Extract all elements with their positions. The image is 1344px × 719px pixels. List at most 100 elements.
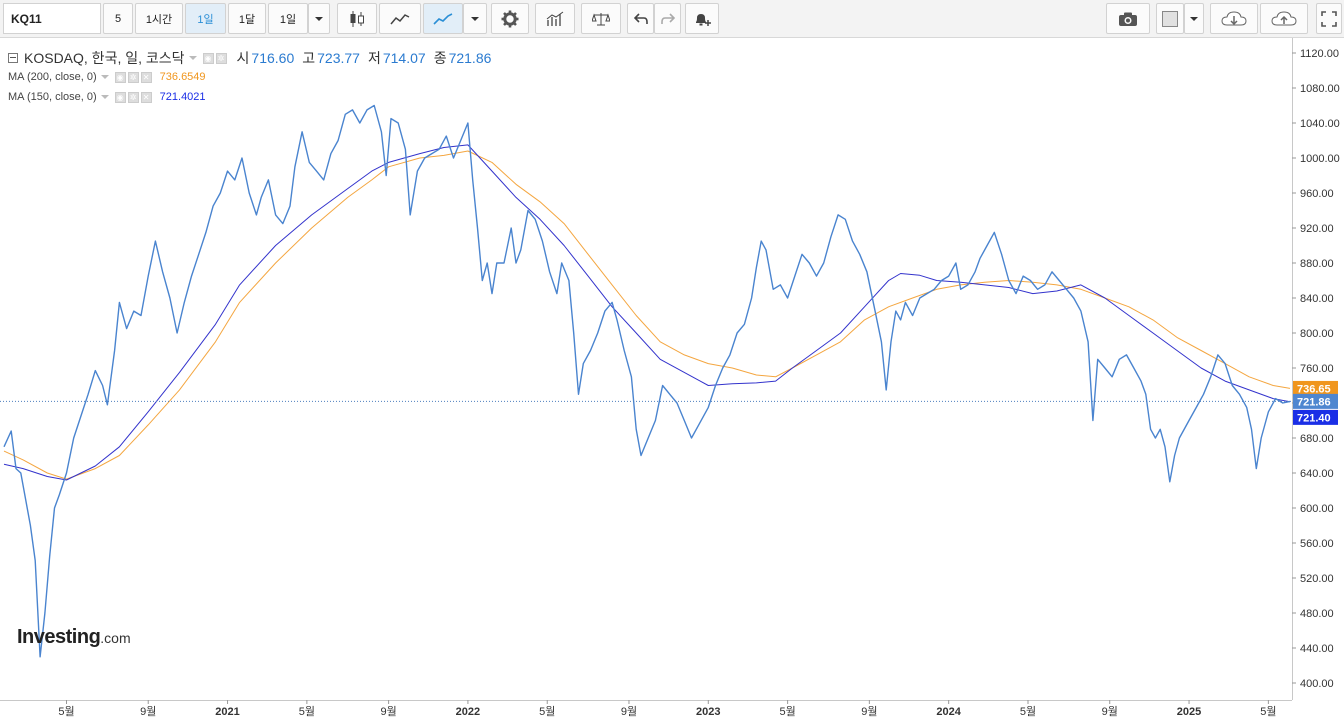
time-tick-label: 9월 [621, 705, 637, 718]
undo-button[interactable] [627, 3, 654, 34]
time-tick-label: 9월 [380, 705, 396, 718]
price-tag-label: 721.86 [1297, 396, 1331, 408]
ma150-label[interactable]: MA (150, close, 0) [8, 91, 97, 103]
scale-icon [592, 12, 610, 25]
price-tick-label: 440.00 [1300, 643, 1334, 655]
ma200-label[interactable]: MA (200, close, 0) [8, 71, 97, 83]
close-icon[interactable]: ✕ [140, 71, 152, 83]
time-tick-label: 9월 [861, 705, 877, 718]
price-tick-label: 680.00 [1300, 433, 1334, 445]
series-line-ma200[interactable] [3, 150, 1291, 480]
price-tick-label: 840.00 [1300, 293, 1334, 305]
settings-gear-icon[interactable]: ✲ [215, 52, 227, 64]
price-tick-label: 800.00 [1300, 328, 1334, 340]
price-tick-label: 520.00 [1300, 573, 1334, 585]
load-chart-button[interactable] [1210, 3, 1258, 34]
price-tag-box [1293, 393, 1338, 409]
close-label: 종 [433, 50, 447, 66]
legend-title[interactable]: KOSDAQ, 한국, 일, 코스닥 [24, 50, 185, 66]
interval-minutes-label: 5 [114, 12, 122, 25]
price-tick-label: 640.00 [1300, 468, 1334, 480]
fullscreen-button[interactable] [1316, 3, 1342, 34]
price-tick-label: 480.00 [1300, 608, 1334, 620]
close-value: 721.86 [448, 50, 492, 66]
layout-button[interactable] [1156, 3, 1184, 34]
interval-1h-label: 1시간 [145, 13, 173, 26]
alert-button[interactable] [685, 3, 719, 34]
candlestick-chart-button[interactable] [337, 3, 377, 34]
price-tick-label: 1080.00 [1300, 83, 1340, 95]
ma150-value: 721.4021 [159, 91, 206, 103]
fullscreen-icon [1321, 10, 1337, 27]
period-button[interactable]: 1일 [268, 3, 308, 34]
compare-button[interactable] [581, 3, 621, 34]
legend-ma200: MA (200, close, 0) ◉ ✲ ✕ 736.6549 [8, 71, 206, 83]
save-chart-button[interactable] [1260, 3, 1308, 34]
ma200-value: 736.6549 [159, 71, 206, 83]
time-tick-label: 5월 [58, 705, 74, 718]
time-tick-label: 5월 [1260, 705, 1276, 718]
price-tick-label: 400.00 [1300, 678, 1334, 690]
time-tick-label: 5월 [539, 705, 555, 718]
price-tick-label: 760.00 [1300, 363, 1334, 375]
settings-gear-icon[interactable]: ✲ [127, 91, 139, 103]
line-chart-button[interactable] [379, 3, 421, 34]
layout-dropdown[interactable] [1184, 3, 1204, 34]
indicators-button[interactable] [535, 3, 575, 34]
price-tick-label: 880.00 [1300, 258, 1334, 270]
price-axis[interactable]: 400.00 440.00 480.00 520.00 560.00 600.00 640.… [1292, 48, 1340, 690]
visibility-eye-icon[interactable]: ◉ [114, 71, 126, 83]
redo-button[interactable] [654, 3, 681, 34]
logo-main-text: Investing [17, 626, 101, 648]
time-axis[interactable]: 5월 9월 2021 5월 9월 2022 5월 9월 2023 5월 9월 2024 5월 9월 2025… [58, 700, 1276, 718]
candlestick-icon [350, 10, 364, 27]
ma200-menu-caret[interactable] [100, 75, 109, 79]
chart-type-dropdown[interactable] [463, 3, 487, 34]
interval-1mo-button[interactable]: 1달 [228, 3, 266, 34]
chevron-down-icon [315, 16, 323, 21]
high-label: 고 [302, 50, 316, 66]
settings-gear-icon[interactable]: ✲ [127, 71, 139, 83]
price-chart[interactable]: 400.00 440.00 480.00 520.00 560.00 600.00 640.… [0, 38, 1344, 719]
period-dropdown[interactable] [308, 3, 330, 34]
ma150-menu-caret[interactable] [100, 95, 109, 99]
chevron-down-icon [471, 16, 479, 21]
series-line-ma150[interactable] [3, 144, 1291, 481]
time-tick-label: 2021 [215, 706, 239, 718]
price-tick-label: 960.00 [1300, 188, 1334, 200]
screenshot-button[interactable] [1106, 3, 1150, 34]
interval-1h-button[interactable]: 1시간 [135, 3, 183, 34]
high-value: 723.77 [317, 50, 360, 66]
chevron-down-icon [1190, 16, 1198, 21]
redo-icon [660, 12, 675, 24]
symbol-input[interactable] [3, 3, 101, 34]
time-tick-label: 2023 [696, 706, 720, 718]
gear-icon [501, 10, 519, 27]
cloud-upload-icon [1271, 10, 1297, 25]
series-line-kosdaq[interactable] [3, 104, 1291, 658]
chart-area[interactable]: 400.00 440.00 480.00 520.00 560.00 600.00 640.… [0, 38, 1344, 719]
price-tick-label: 1120.00 [1300, 48, 1339, 60]
interval-1d-label: 1일 [197, 13, 214, 26]
price-tick-label: 560.00 [1300, 538, 1334, 550]
period-label: 1일 [279, 13, 297, 26]
open-label: 시 [236, 50, 250, 66]
interval-1d-button[interactable]: 1일 [185, 3, 226, 34]
collapse-legend-button[interactable] [8, 53, 18, 63]
interval-minutes-button[interactable]: 5 [103, 3, 133, 34]
low-value: 714.07 [382, 50, 426, 66]
settings-button[interactable] [491, 3, 529, 34]
time-tick-label: 2025 [1177, 706, 1201, 718]
area-chart-button[interactable] [423, 3, 463, 34]
time-tick-label: 5월 [779, 705, 795, 718]
price-tag-box [1293, 380, 1338, 396]
low-label: 저 [367, 50, 381, 66]
legend-main: KOSDAQ, 한국, 일, 코스닥 ◉ ✲ 시 716.60 고 723.77 저… [8, 48, 491, 68]
price-tag-box [1293, 409, 1338, 425]
cloud-download-icon [1221, 10, 1247, 25]
price-tick-label: 1040.00 [1300, 118, 1340, 130]
legend-menu-caret[interactable] [188, 56, 197, 60]
visibility-eye-icon[interactable]: ◉ [114, 91, 126, 103]
close-icon[interactable]: ✕ [140, 91, 152, 103]
visibility-eye-icon[interactable]: ◉ [202, 52, 214, 64]
